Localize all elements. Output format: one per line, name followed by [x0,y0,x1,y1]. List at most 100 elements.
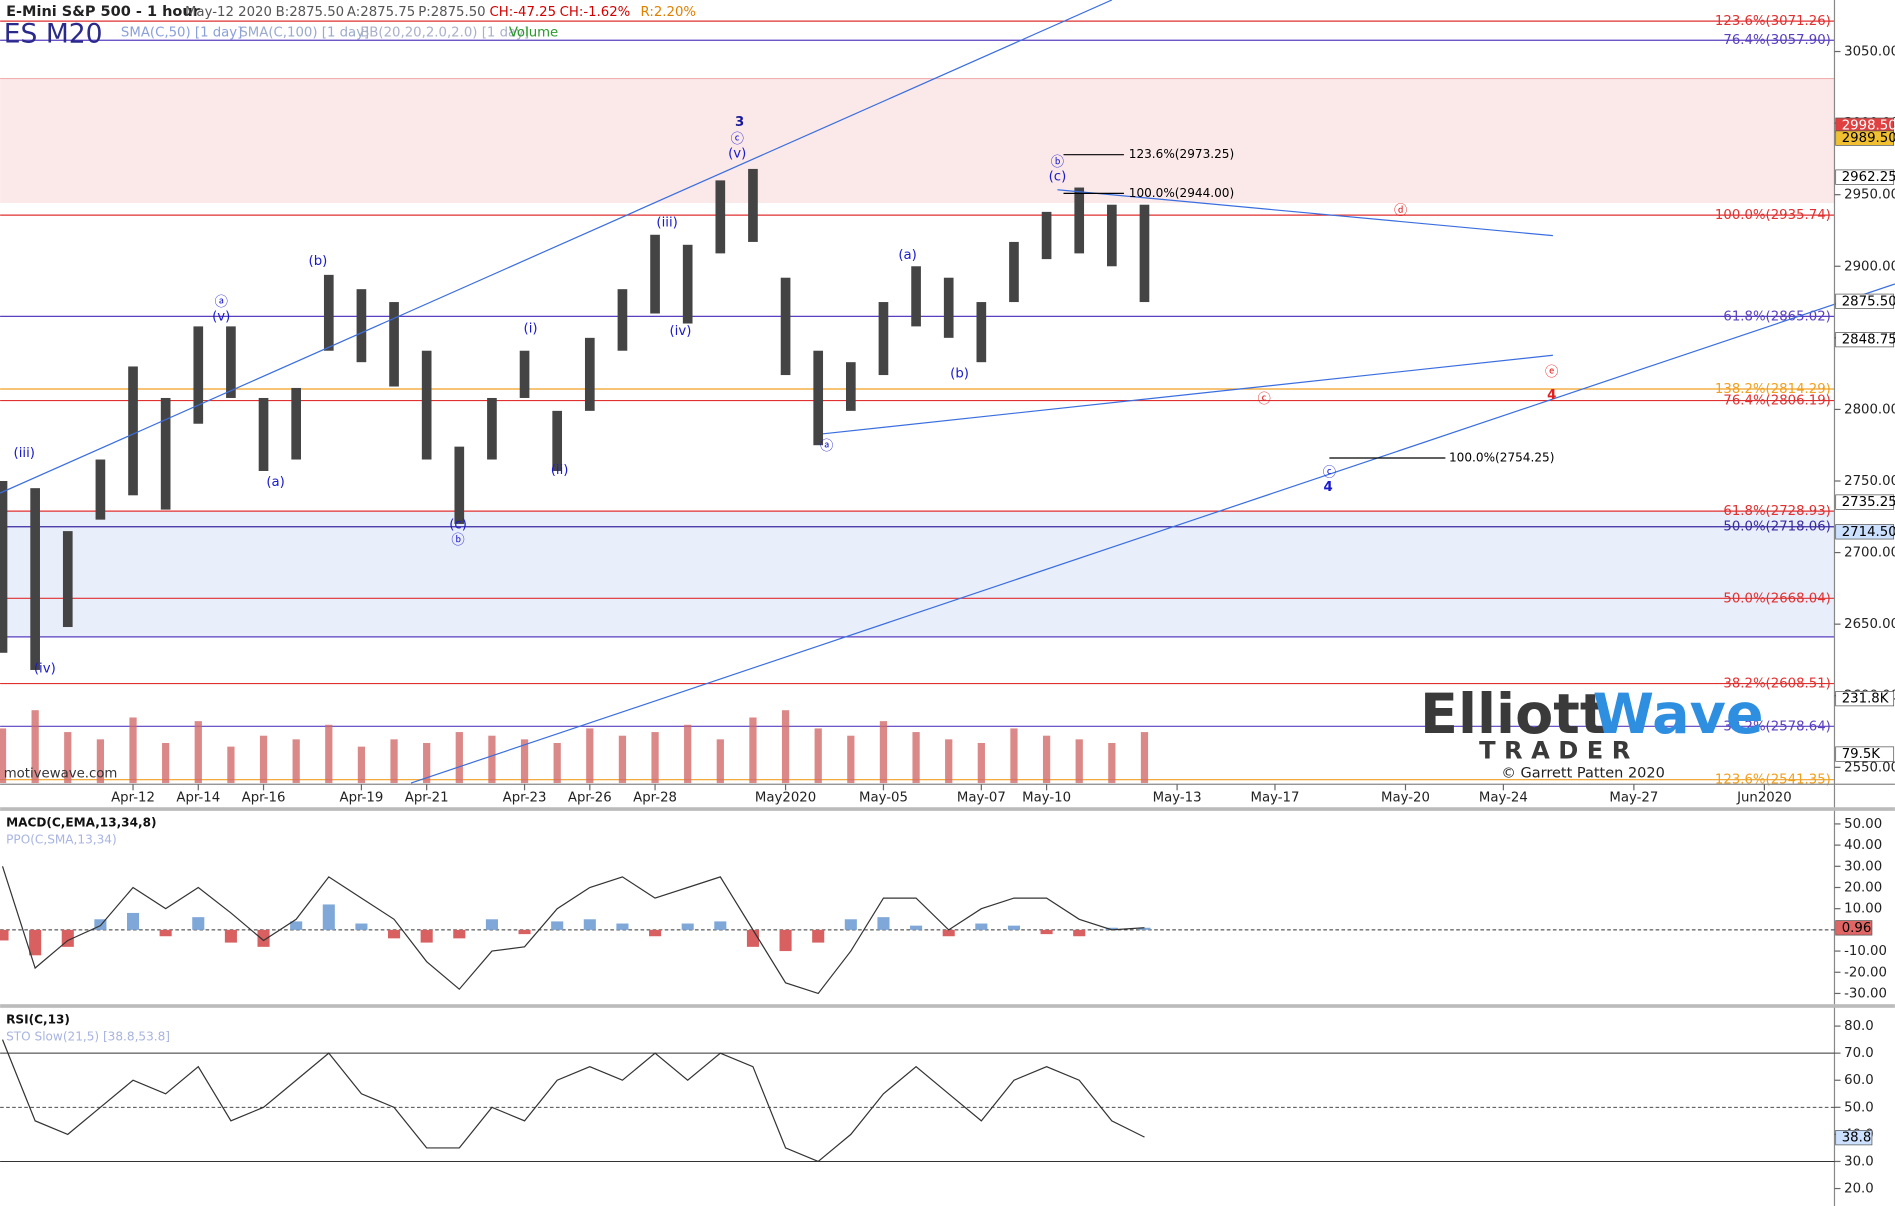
wave-label: ⓔ [1545,364,1558,380]
y-tick-label: -20.00 [1844,965,1887,980]
fib-level-label: 38.2%(2578.64) [1723,719,1830,734]
price-tag-label: 2875.50 [1842,294,1895,309]
volume-bar [651,732,659,784]
volume-bar [390,739,398,784]
wave-label: 100.0%(2944.00) [1129,186,1234,200]
price-bar [584,337,595,411]
y-tick-label: 80.0 [1844,1019,1874,1034]
y-tick-label: 60.0 [1844,1073,1874,1088]
price-tag-label: 2962.25 [1842,170,1895,185]
price-bar [95,459,106,520]
fib-level-label: 76.4%(3057.90) [1723,33,1830,48]
price-tag [1835,746,1895,762]
fib-level-label: 123.6%(3071.26) [1715,14,1831,29]
wave-label: (iv) [34,661,56,676]
x-tick-label: Apr-26 [568,791,612,806]
fib-level-label: 61.8%(2728.93) [1723,504,1830,519]
histogram-bar [1007,925,1021,930]
x-tick-label: Apr-19 [340,791,384,806]
study-label: Volume [509,26,558,41]
wave-label: (c) [1049,169,1067,184]
histogram-bar [1138,927,1151,930]
volume-bar [716,739,724,784]
x-tick-label: May-05 [859,791,908,806]
wave-label: (c) [449,517,467,532]
volume-bar [814,728,822,784]
y-tick-label: 30.00 [1844,859,1882,874]
price-bar [128,366,138,496]
y-tick-label: 2650.00 [1844,617,1895,632]
price-bar [62,531,73,628]
price-bar [845,362,856,411]
volume-bar [488,735,496,784]
histogram-bar [714,921,727,930]
histogram-bar [224,929,237,943]
volume-bar [912,732,920,784]
price-bar [976,302,987,363]
x-tick-label: Jun2020 [1736,791,1792,806]
quote-field: CH:-1.62% [560,5,631,20]
quote-field: CH:-47.25 [490,5,557,20]
histogram-bar [779,929,792,952]
value-tag [1835,1130,1873,1146]
price-bar [291,387,301,460]
wave-label: (iii) [656,215,677,230]
wave-label: 123.6%(2973.25) [1129,147,1234,161]
volume-bar [847,735,855,784]
indicators: MACD(C,EMA,13,34,8)PPO(C,SMA,13,34)50.00… [0,815,1887,1197]
price-bar [389,302,399,387]
histogram-bar [1040,929,1053,935]
volume-bar [423,742,431,784]
histogram-bar [420,929,433,943]
y-tick-label: 30.0 [1844,1154,1874,1169]
price-bar [1009,241,1019,303]
price-bar [911,266,921,327]
histogram-bar [388,929,401,939]
x-tick-label: May-13 [1153,791,1202,806]
histogram-bar [322,904,335,930]
wave-label: 3 [735,115,744,130]
logo-word: Elliott [1420,682,1606,747]
value-tag-label: 38.8 [1842,1131,1872,1146]
histogram-bar [485,919,498,930]
x-tick-label: Apr-28 [633,791,677,806]
logo-word: TRADER [1479,737,1639,765]
price-bar [552,410,563,471]
histogram-bar [29,929,42,956]
value-tag-label: 0.96 [1842,921,1872,936]
volume-bar [749,717,757,784]
volume-bar [781,710,790,784]
wave-label: (a) [266,475,285,490]
histogram-bar [0,929,9,941]
studies: SMA(C,50) [1 day]SMA(C,100) [1 day]BB(20… [121,26,558,41]
trendline [410,283,1895,784]
wave-label: ⓓ [1394,202,1407,218]
volume-bar [945,739,953,784]
volume-bar [455,732,463,784]
price-bar [748,168,758,242]
quote-field: May-12 2020 [185,5,272,20]
x-tick-label: Apr-23 [503,791,547,806]
volume-bar [520,739,529,784]
histogram-bar [616,923,629,930]
price-bar [519,350,530,398]
study-label: SMA(C,50) [1 day] [121,26,242,41]
histogram-bar [844,919,857,930]
wave-label: (v) [728,146,746,161]
y-tick-label: 20.00 [1844,880,1882,895]
price-bar [226,326,236,398]
price-tag-label: 231.8K [1842,692,1889,707]
volume-bar [64,732,72,784]
x-tick-label: May-24 [1479,791,1528,806]
quote-field: R:2.20% [641,5,697,20]
x-tick-label: May-10 [1022,791,1071,806]
trendline [0,0,1113,494]
wave-label: 4 [1547,388,1556,403]
price-bar [421,350,432,460]
wave-label: (iii) [14,446,35,461]
price-tag-label: 2998.50 [1842,118,1895,133]
indicator-line [1,866,1145,995]
wave-label: ⓒ [1257,391,1270,407]
price-tag [1835,691,1895,707]
price-bar [682,244,693,324]
